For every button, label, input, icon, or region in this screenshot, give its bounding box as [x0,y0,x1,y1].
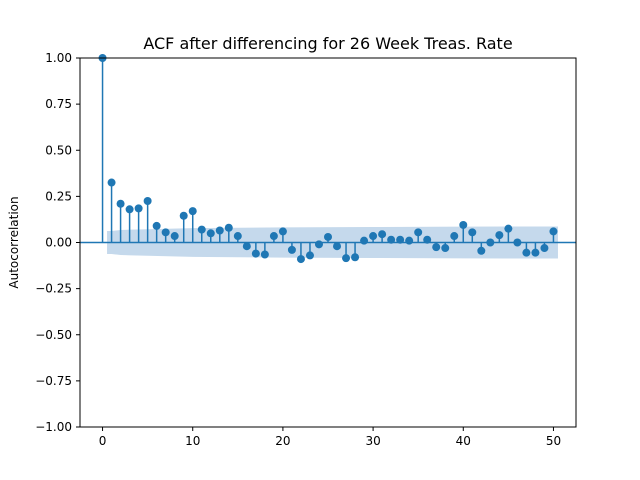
y-tick-label: 0.25 [45,189,72,203]
x-tick-label: 20 [275,434,290,448]
acf-point [188,207,197,216]
acf-point [116,199,125,208]
acf-point [125,205,134,214]
acf-point [278,227,287,236]
y-tick-label: 0.00 [45,236,72,250]
acf-point [495,231,504,240]
acf-point [260,250,269,259]
acf-point [179,211,188,220]
acf-point [152,221,161,230]
x-tick-label: 50 [546,434,561,448]
acf-point [450,232,459,241]
acf-point [206,229,215,238]
acf-point [468,228,477,237]
acf-point [269,232,278,241]
x-tick-label: 0 [99,434,107,448]
plot-area [79,54,577,428]
acf-point [170,232,179,241]
acf-point [414,228,423,237]
acf-point [387,235,396,244]
x-tick-label: 40 [456,434,471,448]
acf-point [324,232,332,241]
acf-point [531,248,540,257]
y-axis-label: Autocorrelation [7,196,21,288]
y-tick-label: 0.75 [45,97,72,111]
acf-point [161,228,170,237]
acf-point [369,232,378,241]
acf-point [233,232,242,241]
acf-point [314,240,323,249]
acf-point [143,196,152,205]
acf-point [224,223,233,232]
acf-point [486,238,495,247]
acf-point [333,242,342,251]
acf-point [197,225,206,234]
y-tick-label: −1.00 [35,420,72,434]
y-tick-label: −0.25 [35,282,72,296]
acf-point [215,226,224,235]
acf-point [441,244,450,253]
y-tick-label: 1.00 [45,51,72,65]
y-tick-label: −0.75 [35,374,72,388]
chart-title: ACF after differencing for 26 Week Treas… [143,34,512,53]
y-tick-label: −0.50 [35,328,72,342]
acf-point [423,235,432,244]
y-tick-label: 0.50 [45,143,72,157]
acf-point [134,204,143,213]
acf-point [342,254,351,263]
y-axis: −1.00 −0.75 −0.50 −0.25 0.00 0.25 0.50 0.75 1.00 [35,51,80,434]
acf-point [522,248,531,257]
x-tick-label: 10 [185,434,200,448]
acf-point [432,243,441,252]
x-tick-label: 30 [365,434,380,448]
acf-point [305,251,314,260]
acf-point [287,245,296,254]
acf-point [296,255,305,264]
acf-point [396,235,405,244]
acf-point [459,220,468,229]
acf-point [540,244,549,253]
acf-point [477,246,486,255]
acf-point [504,224,513,233]
acf-point [405,236,414,245]
acf-point [513,238,522,247]
markers-layer [98,54,558,264]
acf-point [107,178,116,187]
acf-point [360,236,369,245]
acf-point [251,249,260,258]
acf-point [351,253,360,262]
x-axis: 0 10 20 30 40 50 [99,427,561,448]
acf-point [549,227,558,236]
acf-point [378,230,387,239]
acf-point [242,242,251,251]
